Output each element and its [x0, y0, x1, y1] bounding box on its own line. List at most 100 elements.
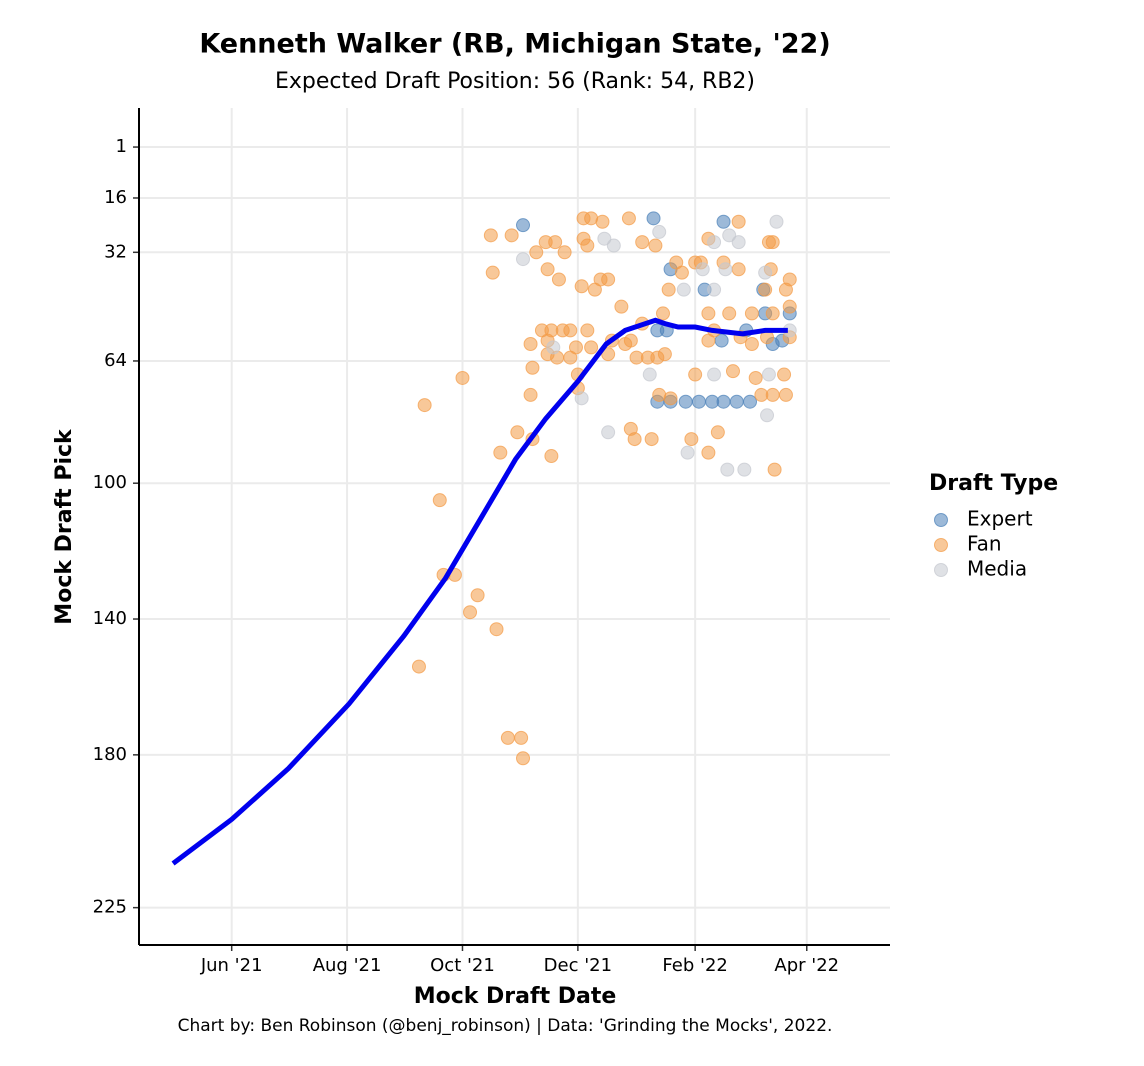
point — [729, 394, 744, 409]
point — [678, 394, 693, 409]
y-tick-label: 16 — [104, 187, 127, 208]
point — [504, 228, 519, 243]
point — [516, 751, 531, 766]
point — [716, 394, 731, 409]
trend-line — [171, 317, 788, 866]
point — [621, 211, 636, 226]
point — [655, 306, 670, 321]
legend-title: Draft Type — [929, 471, 1058, 496]
point — [731, 214, 746, 229]
point — [777, 367, 792, 382]
point — [778, 282, 793, 297]
point — [614, 299, 629, 314]
point — [580, 323, 595, 338]
point — [635, 235, 650, 250]
x-tick-label: Aug '21 — [313, 955, 382, 976]
point — [642, 367, 657, 382]
point — [601, 425, 616, 440]
point — [707, 235, 722, 250]
legend-label: Fan — [967, 532, 1002, 556]
point — [710, 425, 725, 440]
chart-title: Kenneth Walker (RB, Michigan State, '22) — [199, 29, 830, 60]
point — [546, 340, 561, 355]
point — [510, 425, 525, 440]
point — [725, 364, 740, 379]
point — [758, 282, 773, 297]
x-tick-label: Feb '22 — [662, 955, 727, 976]
point — [737, 462, 752, 477]
point — [540, 262, 555, 277]
point — [691, 394, 706, 409]
point — [470, 588, 485, 603]
point — [627, 432, 642, 447]
point — [489, 622, 504, 637]
point — [606, 238, 621, 253]
legend-label: Expert — [967, 507, 1033, 531]
point — [676, 282, 691, 297]
point — [652, 224, 667, 239]
point — [500, 730, 515, 745]
point — [688, 367, 703, 382]
x-tick-label: Oct '21 — [430, 955, 495, 976]
point — [743, 394, 758, 409]
point — [701, 445, 716, 460]
point — [744, 306, 759, 321]
point — [597, 231, 612, 246]
point — [568, 340, 583, 355]
x-tick-label: Apr '22 — [774, 955, 839, 976]
grid — [139, 108, 890, 945]
legend-marker — [934, 513, 948, 527]
point — [722, 306, 737, 321]
x-tick-label: Dec '21 — [544, 955, 612, 976]
point — [765, 306, 780, 321]
y-tick-label: 100 — [93, 472, 127, 493]
point — [663, 391, 678, 406]
point — [601, 272, 616, 287]
point — [548, 235, 563, 250]
point — [523, 336, 538, 351]
point — [623, 333, 638, 348]
point — [595, 214, 610, 229]
point — [584, 340, 599, 355]
point — [761, 367, 776, 382]
point — [765, 235, 780, 250]
legend-label: Media — [967, 557, 1027, 581]
point — [529, 245, 544, 260]
caption: Chart by: Ben Robinson (@benj_robinson) … — [178, 1016, 833, 1036]
x-axis-title: Mock Draft Date — [414, 984, 617, 1009]
y-tick-label: 140 — [93, 608, 127, 629]
point — [544, 449, 559, 464]
point — [731, 262, 746, 277]
legend-marker — [934, 563, 948, 577]
point — [680, 445, 695, 460]
point — [765, 387, 780, 402]
point — [574, 279, 589, 294]
point — [722, 228, 737, 243]
point — [411, 659, 426, 674]
point — [483, 228, 498, 243]
point — [551, 272, 566, 287]
point — [716, 214, 731, 229]
y-tick-label: 225 — [93, 897, 127, 918]
point — [758, 265, 773, 280]
point — [463, 605, 478, 620]
y-tick-label: 64 — [104, 350, 127, 371]
point — [707, 282, 722, 297]
point — [769, 214, 784, 229]
point — [455, 370, 470, 385]
point — [707, 367, 722, 382]
point — [731, 235, 746, 250]
points — [411, 211, 797, 766]
point — [701, 306, 716, 321]
point — [748, 370, 763, 385]
y-axis-title: Mock Draft Pick — [52, 428, 77, 625]
point — [516, 218, 531, 233]
point — [485, 265, 500, 280]
point — [782, 299, 797, 314]
point — [417, 398, 432, 413]
point — [516, 252, 531, 267]
y-tick-label: 1 — [116, 136, 127, 157]
point — [644, 432, 659, 447]
point — [557, 245, 572, 260]
